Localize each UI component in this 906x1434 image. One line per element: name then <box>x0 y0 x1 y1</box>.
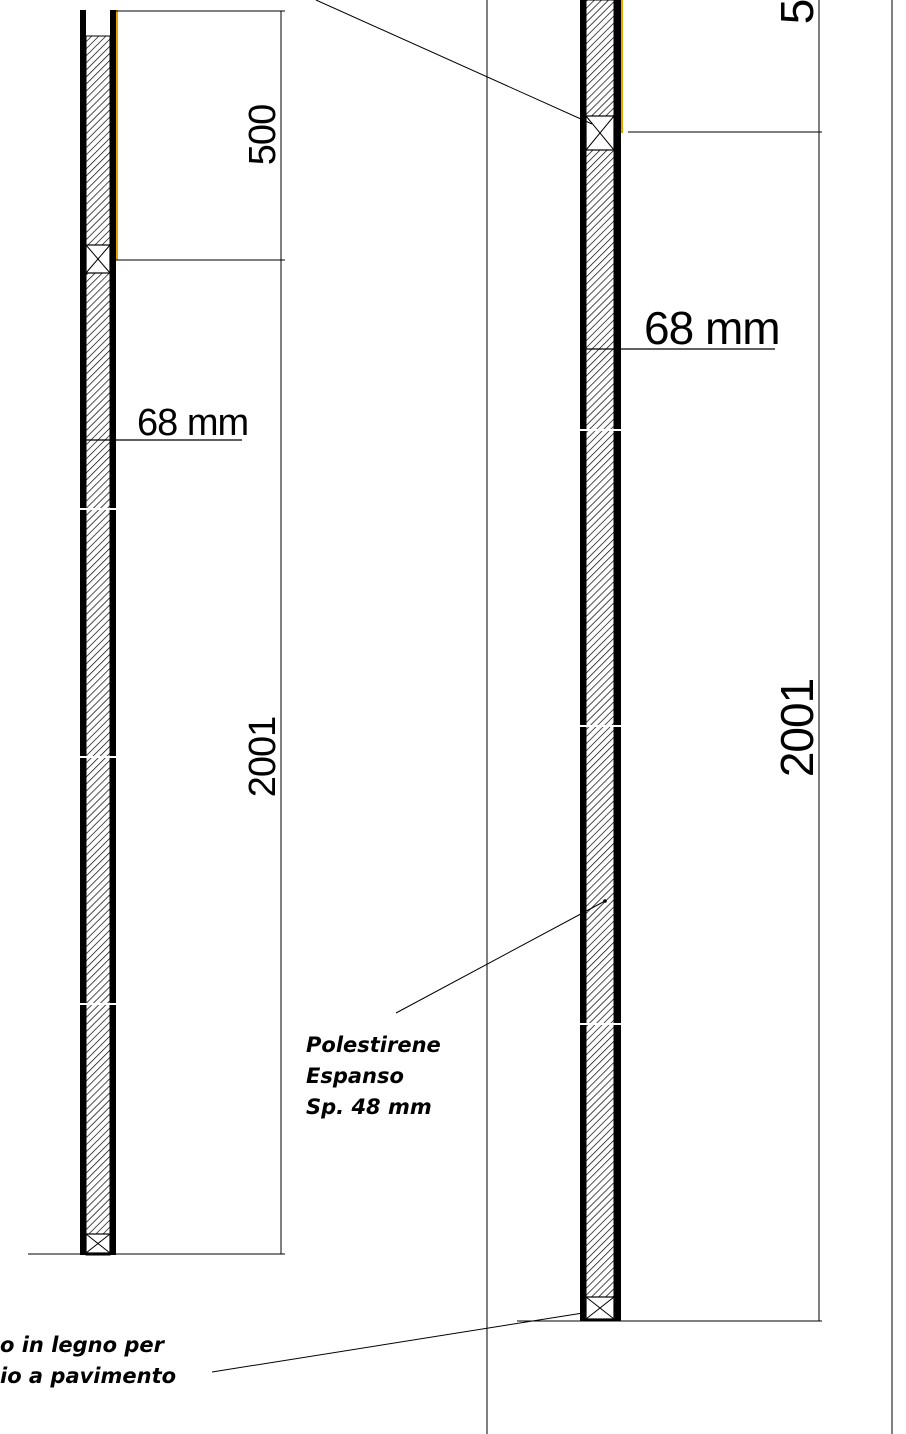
insulation-note-line2: Espanso <box>306 1064 404 1088</box>
right-batten-lower <box>585 1296 615 1320</box>
left-batten-lower <box>85 1233 111 1254</box>
left-thickness-label: 68 mm <box>137 402 248 444</box>
left-outer-skin <box>80 10 86 1255</box>
right-thickness-label: 68 mm <box>644 302 780 354</box>
right-insulation-hatch <box>585 0 615 1321</box>
right-wall-section: 5 2001 68 mm <box>517 0 823 1322</box>
floor-leader-line <box>211 1312 584 1373</box>
left-insulation-hatch <box>85 35 111 1256</box>
left-batten-upper <box>85 244 111 274</box>
floor-note-line2: io a pavimento <box>0 1364 176 1388</box>
left-dim-2001: 2001 <box>242 717 284 798</box>
insulation-leader-line <box>395 900 606 1014</box>
right-dim-2001: 2001 <box>771 679 823 777</box>
right-batten-upper <box>585 115 615 151</box>
insulation-note-line1: Polestirene <box>306 1033 441 1057</box>
left-dim-500: 500 <box>242 105 284 165</box>
left-inner-skin <box>110 10 116 1255</box>
left-wall-section: 500 2001 68 mm <box>28 10 285 1256</box>
right-outer-skin <box>580 0 586 1321</box>
right-dim-partial: 5 <box>771 0 823 24</box>
top-leader-line <box>315 0 593 125</box>
right-inner-skin <box>614 0 621 1321</box>
insulation-note-line3: Sp. 48 mm <box>306 1095 432 1119</box>
floor-note-line1: o in legno per <box>0 1333 166 1357</box>
